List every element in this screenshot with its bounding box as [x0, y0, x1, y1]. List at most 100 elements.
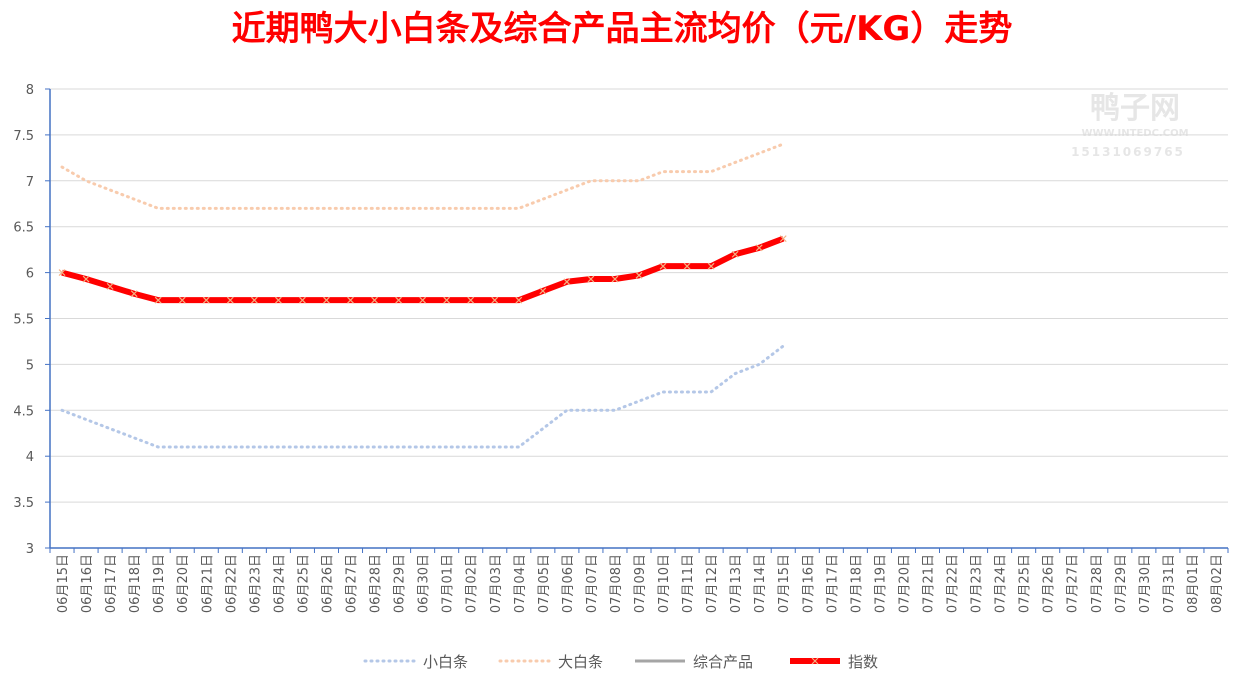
y-tick-label: 5: [26, 358, 34, 373]
x-tick-label: 07月16日: [801, 554, 816, 613]
series-line: [61, 237, 784, 302]
marker: [250, 296, 258, 304]
x-tick-label: 07月25日: [1018, 554, 1033, 613]
y-tick-label: 3.5: [13, 496, 34, 511]
x-tick-label: 06月28日: [369, 554, 384, 613]
x-tick-label: 06月23日: [248, 554, 263, 613]
marker: [178, 296, 186, 304]
x-tick-label: 08月01日: [1186, 554, 1201, 613]
y-tick-label: 7.5: [13, 129, 34, 144]
marker: [443, 296, 451, 304]
legend-label: 小白条: [423, 653, 468, 671]
marker: [635, 271, 643, 279]
x-tick-label: 07月08日: [609, 554, 624, 613]
x-tick-label: 07月06日: [561, 554, 576, 613]
x-tick-label: 07月03日: [489, 554, 504, 613]
y-tick-label: 5.5: [13, 313, 34, 328]
series-line: [60, 344, 785, 449]
marker: [347, 296, 354, 304]
legend-label: 大白条: [558, 653, 603, 671]
x-tick-label: 07月04日: [513, 554, 528, 613]
marker: [707, 262, 715, 270]
x-tick-label: 07月27日: [1066, 554, 1081, 613]
x-tick-label: 06月18日: [128, 554, 143, 613]
watermark-text: 15131069765: [1071, 145, 1185, 159]
x-tick-label: 06月19日: [152, 554, 167, 613]
marker: [106, 282, 114, 290]
x-tick-label: 07月12日: [705, 554, 720, 613]
series-line: [61, 235, 785, 304]
marker: [611, 275, 619, 283]
chart-title: 近期鸭大小白条及综合产品主流均价（元/KG）走势: [232, 9, 1013, 49]
legend-label: 指数: [848, 653, 878, 671]
marker: [82, 275, 90, 283]
x-tick-label: 07月11日: [681, 554, 696, 613]
marker: [755, 244, 763, 252]
marker: [587, 275, 595, 283]
x-tick-label: 06月21日: [200, 554, 215, 613]
marker: [515, 296, 523, 304]
x-tick-label: 06月29日: [393, 554, 408, 613]
x-tick-label: 06月24日: [272, 554, 287, 613]
marker: [659, 262, 667, 270]
legend-marker: [811, 657, 819, 665]
x-tick-label: 06月16日: [80, 554, 95, 613]
x-tick-label: 07月14日: [753, 554, 768, 613]
series-line: [60, 142, 785, 210]
x-tick-label: 07月09日: [633, 554, 648, 613]
x-tick-label: 06月20日: [176, 554, 191, 613]
x-tick-label: 07月23日: [970, 554, 985, 613]
x-tick-label: 07月28日: [1090, 554, 1105, 613]
y-tick-label: 4: [26, 450, 34, 465]
x-tick-label: 07月07日: [585, 554, 600, 613]
x-tick-label: 07月20日: [897, 554, 912, 613]
watermark-text: 鸭子网: [1090, 91, 1180, 126]
marker: [779, 235, 787, 243]
marker: [323, 296, 330, 304]
x-tick-label: 07月15日: [777, 554, 792, 613]
x-tick-label: 07月22日: [946, 554, 961, 613]
legend-label: 综合产品: [693, 653, 753, 671]
x-tick-label: 07月21日: [921, 554, 936, 613]
x-tick-label: 07月05日: [537, 554, 552, 613]
marker: [419, 296, 427, 304]
x-tick-label: 06月30日: [417, 554, 432, 613]
x-tick-label: 07月29日: [1114, 554, 1129, 613]
marker: [130, 290, 138, 298]
x-tick-label: 07月19日: [873, 554, 888, 613]
x-tick-label: 07月18日: [849, 554, 864, 613]
x-tick-label: 07月10日: [657, 554, 672, 613]
marker: [58, 269, 66, 277]
x-tick-label: 07月30日: [1138, 554, 1153, 613]
x-tick-label: 06月15日: [56, 554, 71, 613]
x-tick-label: 07月01日: [441, 554, 456, 613]
marker: [491, 296, 499, 304]
y-tick-label: 6.5: [13, 221, 34, 236]
x-tick-label: 06月25日: [296, 554, 311, 613]
watermark-text: WWW.INTEDC.COM: [1081, 128, 1188, 139]
x-tick-label: 07月02日: [465, 554, 480, 613]
watermark: 鸭子网 WWW.INTEDC.COM 15131069765: [1071, 91, 1189, 159]
x-tick-label: 07月24日: [994, 554, 1009, 613]
marker: [154, 296, 162, 304]
x-tick-label: 07月31日: [1162, 554, 1177, 613]
y-tick-label: 7: [26, 175, 34, 190]
x-tick-label: 08月02日: [1210, 554, 1225, 613]
marker: [563, 278, 571, 286]
x-tick-label: 06月17日: [104, 554, 119, 613]
x-tick-label: 07月13日: [729, 554, 744, 613]
marker: [226, 296, 234, 304]
x-tick-label: 06月27日: [345, 554, 360, 613]
marker: [467, 296, 475, 304]
y-tick-label: 3: [26, 542, 34, 557]
y-tick-label: 6: [26, 267, 34, 282]
x-tick-label: 07月17日: [825, 554, 840, 613]
marker: [371, 296, 378, 304]
x-tick-label: 06月22日: [224, 554, 239, 613]
marker: [395, 296, 403, 304]
marker: [683, 262, 691, 270]
y-tick-label: 4.5: [13, 404, 34, 419]
marker: [299, 296, 306, 304]
marker: [539, 287, 547, 295]
